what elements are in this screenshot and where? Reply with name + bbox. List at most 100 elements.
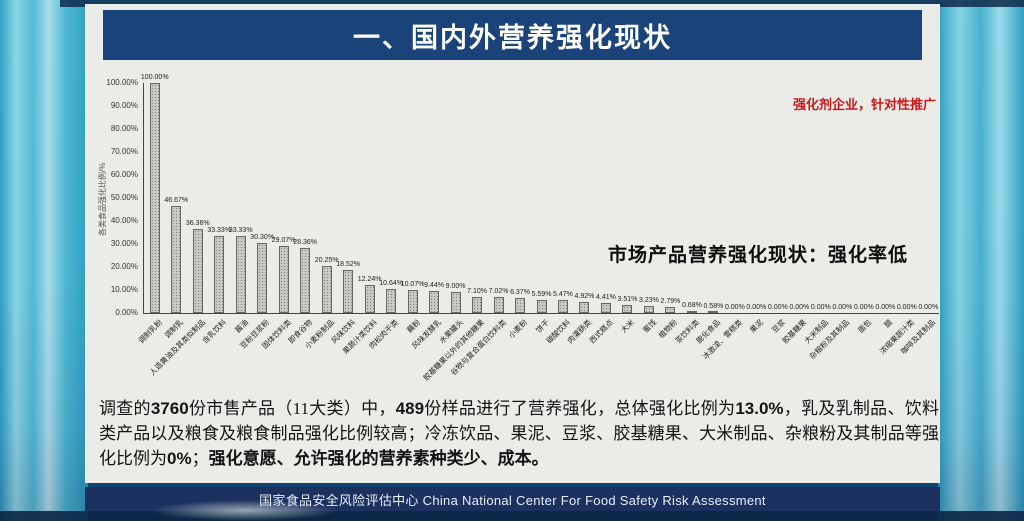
summary-bold-segment: 0% <box>167 449 192 468</box>
bar <box>600 303 611 313</box>
bar <box>557 300 568 313</box>
bar-value-label: 7.02% <box>488 288 509 295</box>
summary-segment: 份样品进行了营养强化，总体强化比例为 <box>424 399 736 418</box>
bar-value-label: 0.68% <box>681 302 702 309</box>
y-axis-tick-label: 40.00% <box>110 216 138 225</box>
slide-title: 一、国内外营养强化现状 <box>353 22 672 53</box>
bar-value-label: 5.59% <box>531 291 552 298</box>
bar-value-label: 28.36% <box>293 239 318 246</box>
summary-paragraph: 调查的3760份市售产品（11大类）中，489份样品进行了营养强化，总体强化比例… <box>99 396 939 471</box>
summary-segment: ； <box>191 449 209 468</box>
bar <box>686 311 697 313</box>
bar <box>493 297 504 313</box>
plot-area: 100.00% 调制乳粉 46.67% 调制乳 36.36% 人造黄油及其类似制品 33.3… <box>136 74 939 382</box>
summary-bold-segment: 3760 <box>150 399 189 418</box>
y-axis-tick-label: 10.00% <box>110 285 138 294</box>
red-annotation: 强化剂企业，针对性推广 <box>792 97 936 112</box>
x-axis-label: 果泥 <box>748 317 766 335</box>
bar-value-label: 0.58% <box>703 303 724 310</box>
bar-value-label: 9.00% <box>445 283 466 290</box>
bar-value-label: 0.00% <box>853 304 874 311</box>
bar-value-label: 33.33% <box>228 227 253 234</box>
bar-value-label: 12.24% <box>357 276 382 283</box>
bar-value-label: 3.51% <box>617 296 638 303</box>
bar <box>321 266 332 313</box>
y-axis-tick-label: 50.00% <box>110 193 138 202</box>
title-banner: 一、国内外营养强化现状 <box>103 10 922 60</box>
bar-value-label: 46.67% <box>164 197 189 204</box>
x-axis-label: 大米 <box>619 317 637 335</box>
bar-value-label: 4.92% <box>574 293 595 300</box>
background-streaks-right <box>938 0 1024 521</box>
bar <box>472 297 483 313</box>
bar-value-label: 0.00% <box>896 304 917 311</box>
summary-segment: ，乳及乳制品、饮料类产品以及粮食及粮食制品强化比例较高；冷冻饮品、果泥、豆浆、胶… <box>99 399 940 468</box>
summary-bold-segment: 13.0% <box>735 399 784 418</box>
bar-value-label: 29.07% <box>271 237 296 244</box>
x-axis-label: 醋 <box>882 317 895 330</box>
bar-value-label: 0.00% <box>810 304 831 311</box>
bar <box>536 300 547 313</box>
footer-text: 国家食品安全风险评估中心 China National Center For F… <box>259 492 766 508</box>
y-axis-tick-label: 100.00% <box>106 78 138 87</box>
summary-bold-segment: 489 <box>395 399 425 418</box>
background-streaks-left <box>0 0 88 521</box>
bar-value-label: 6.37% <box>510 289 530 296</box>
summary-bold-segment: 强化意愿、允许强化的营养素种类少、成本。 <box>208 449 549 468</box>
bar <box>386 289 397 313</box>
bar <box>515 298 525 313</box>
summary-segment: 调查的 <box>99 399 151 418</box>
y-axis-tick-label: 20.00% <box>110 262 138 271</box>
bar-value-label: 2.79% <box>660 298 681 305</box>
bar <box>407 290 418 313</box>
bar-value-label: 0.00% <box>875 304 896 311</box>
bar <box>579 302 590 313</box>
bar <box>192 229 203 313</box>
y-axis-tick-label: 80.00% <box>110 124 138 133</box>
x-axis-label: 调制乳粉 <box>136 317 164 346</box>
bar-value-label: 18.52% <box>336 261 360 268</box>
bar <box>300 248 311 313</box>
bottom-dark-band <box>0 511 1024 521</box>
bar <box>149 83 160 313</box>
bar <box>429 291 440 313</box>
bar-value-label: 10.07% <box>400 281 425 288</box>
bar <box>343 270 354 313</box>
bar-value-label: 0.00% <box>789 304 810 311</box>
bar-value-label: 30.30% <box>250 234 275 241</box>
chart-callout-text: 市场产品营养强化现状：强化率低 <box>608 245 909 266</box>
bar <box>235 236 246 313</box>
bar-value-label: 0.00% <box>746 304 767 311</box>
bar-value-label: 33.33% <box>207 227 232 234</box>
bar-value-label: 0.00% <box>832 304 853 311</box>
presentation-slide: 一、国内外营养强化现状 强化剂企业，针对性推广 各类食品强化比例/% 100.0… <box>85 4 940 483</box>
top-dark-strip <box>60 0 1024 7</box>
bar-value-label: 7.10% <box>467 288 487 295</box>
y-axis-tick-label: 70.00% <box>110 147 138 156</box>
bar <box>214 236 225 313</box>
bar-value-label: 10.64% <box>379 280 403 287</box>
bar-chart: 各类食品强化比例/% 100.00% 调制乳粉 46.67% 调制乳 36.36% 人造黄… <box>85 64 940 394</box>
bar <box>643 306 654 313</box>
bar <box>450 292 461 313</box>
bar-value-label: 20.25% <box>314 257 339 264</box>
foreground-blur-artifact <box>150 500 340 521</box>
bar-value-label: 9.44% <box>424 282 444 289</box>
bar <box>257 243 268 313</box>
y-axis-tick-label: 60.00% <box>110 170 138 179</box>
y-axis-tick-label: 0.00% <box>115 308 138 317</box>
bar-value-label: 100.00% <box>140 74 169 81</box>
bar-value-label: 0.00% <box>918 304 939 311</box>
bar <box>665 307 676 313</box>
bar <box>364 285 375 313</box>
bar-value-label: 36.36% <box>185 220 210 227</box>
y-axis-tick-label: 90.00% <box>110 101 138 110</box>
bar-value-label: 0.00% <box>767 304 788 311</box>
bar <box>278 246 289 313</box>
x-axis-label: 面包 <box>855 317 873 335</box>
summary-segment: 份市售产品（11大类）中， <box>188 399 396 418</box>
bar <box>708 311 719 313</box>
bar <box>171 206 182 313</box>
bar-value-label: 4.41% <box>596 294 616 301</box>
